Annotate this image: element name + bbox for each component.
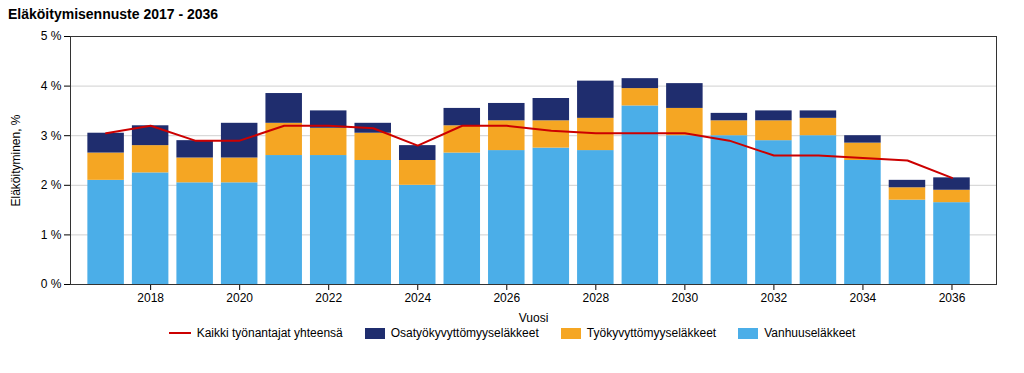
svg-text:Eläköityminen, %: Eläköityminen, %: [9, 114, 23, 206]
svg-text:2024: 2024: [404, 291, 431, 305]
svg-text:Vuosi: Vuosi: [519, 311, 549, 325]
svg-text:2028: 2028: [582, 291, 609, 305]
svg-text:4 %: 4 %: [41, 79, 62, 93]
svg-text:2020: 2020: [226, 291, 253, 305]
svg-text:5 %: 5 %: [41, 29, 62, 43]
svg-text:3 %: 3 %: [41, 129, 62, 143]
svg-text:2034: 2034: [850, 291, 877, 305]
svg-text:2036: 2036: [939, 291, 966, 305]
html-text:Eläköitymisennuste 2017 - 2036: Eläköitymisennuste 2017 - 2036: [8, 6, 219, 22]
html-text:Työkyvyttömyyseläkkeet: Työkyvyttömyyseläkkeet: [586, 326, 717, 340]
svg-text:2 %: 2 %: [41, 178, 62, 192]
html-text:Vanhuuseläkkeet: Vanhuuseläkkeet: [764, 326, 856, 340]
svg-text:2026: 2026: [493, 291, 520, 305]
svg-text:2032: 2032: [761, 291, 788, 305]
svg-text:2022: 2022: [315, 291, 342, 305]
html-text:Kaikki työnantajat yhteensä: Kaikki työnantajat yhteensä: [196, 326, 343, 340]
html-text:Osatyökyvyttömyyseläkkeet: Osatyökyvyttömyyseläkkeet: [390, 326, 539, 340]
svg-text:2018: 2018: [137, 291, 164, 305]
svg-text:1 %: 1 %: [41, 228, 62, 242]
svg-text:2030: 2030: [672, 291, 699, 305]
svg-text:0 %: 0 %: [41, 277, 62, 291]
